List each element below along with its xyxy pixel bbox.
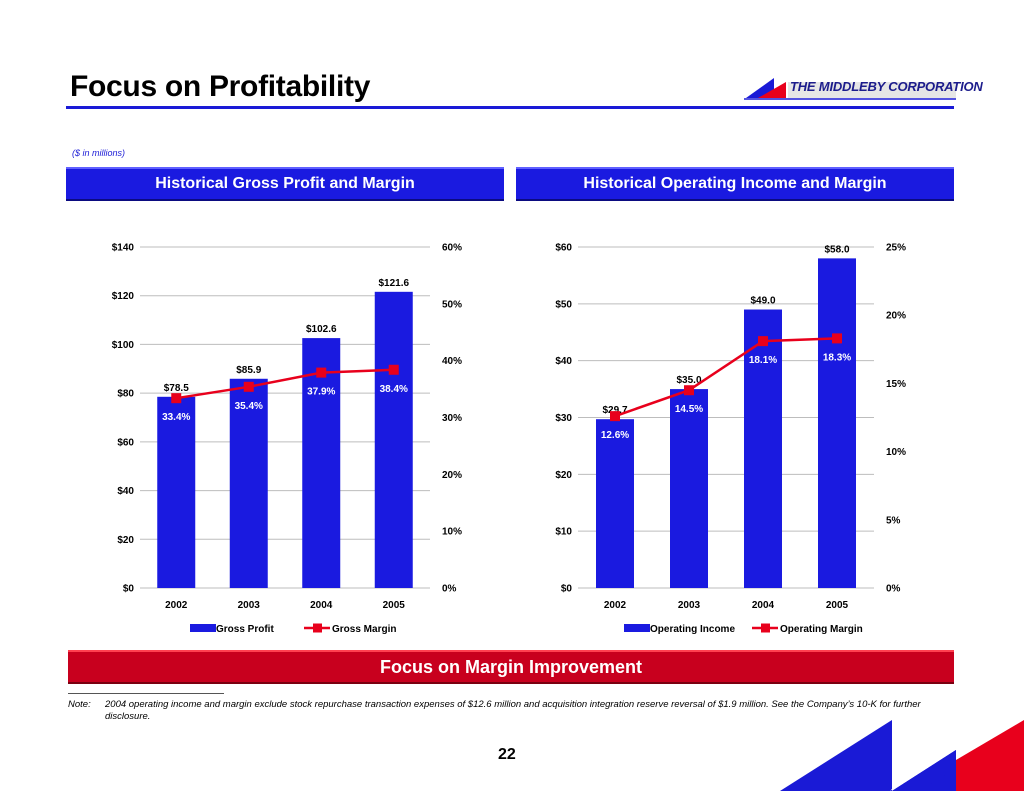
x-tick-label: 2003 (678, 600, 701, 611)
y-left-tick-label: $0 (561, 584, 573, 595)
x-tick-label: 2004 (310, 600, 333, 611)
x-tick-label: 2002 (604, 600, 627, 611)
margin-value-label: 14.5% (675, 404, 703, 415)
margin-marker (388, 364, 399, 375)
x-tick-label: 2005 (826, 600, 849, 611)
corner-decoration (780, 720, 1024, 791)
y-left-tick-label: $40 (117, 486, 134, 497)
bar-value-label: $102.6 (306, 324, 337, 335)
operating-income-chart: $0 $10 $20 $30 $40 $50 $60 0% 5% 10% 15% 20% 25% $29.… (555, 243, 906, 636)
legend-bar-label: Operating Income (650, 624, 735, 635)
margin-improvement-banner: Focus on Margin Improvement (68, 650, 954, 684)
margin-value-label: 18.1% (749, 355, 777, 366)
y-left-tick-label: $60 (117, 437, 134, 448)
bar (374, 291, 413, 588)
bar-value-label: $85.9 (236, 365, 261, 376)
bar (670, 389, 708, 588)
note-text: 2004 operating income and margin exclude… (105, 699, 921, 722)
y-left-tick-label: $20 (555, 470, 572, 481)
margin-marker (758, 336, 768, 347)
bar (596, 419, 634, 588)
margin-value-label: 18.3% (823, 352, 851, 363)
margin-marker (684, 385, 694, 396)
margin-value-label: 35.4% (235, 401, 263, 412)
x-tick-label: 2003 (238, 600, 261, 611)
y-right-tick-label: 40% (442, 356, 462, 367)
y-left-tick-label: $30 (555, 413, 572, 424)
bar-value-label: $121.6 (378, 278, 409, 289)
margin-line (614, 337, 838, 418)
page-title: Focus on Profitability (70, 70, 371, 103)
y-right-tick-label: 5% (886, 515, 901, 526)
legend-bar-swatch (624, 624, 650, 632)
margin-marker (171, 393, 182, 404)
margin-marker (243, 381, 254, 392)
y-left-tick-label: $120 (112, 291, 135, 302)
y-right-tick-label: 20% (886, 311, 906, 322)
bar (229, 378, 268, 588)
y-right-tick-label: 25% (886, 243, 906, 254)
bar-value-label: $49.0 (750, 296, 775, 307)
operating-income-panel-header: Historical Operating Income and Margin (516, 167, 954, 201)
y-right-tick-label: 0% (442, 584, 457, 595)
bar-value-label: $58.0 (824, 244, 849, 255)
bar-value-label: $35.0 (676, 375, 701, 386)
legend-bar-swatch (190, 624, 216, 632)
units-note: ($ in millions) (72, 148, 126, 158)
bar (302, 338, 341, 588)
note-divider (68, 693, 224, 694)
gross-profit-panel-header: Historical Gross Profit and Margin (66, 167, 504, 201)
bar (818, 258, 856, 588)
y-right-tick-label: 20% (442, 470, 462, 481)
margin-marker (832, 333, 842, 344)
legend-bar-label: Gross Profit (216, 624, 274, 635)
y-left-tick-label: $20 (117, 535, 134, 546)
bar (157, 396, 196, 588)
legend-line-label: Operating Margin (780, 624, 863, 635)
x-tick-label: 2004 (752, 600, 775, 611)
margin-value-label: 33.4% (162, 412, 190, 423)
page-number: 22 (498, 746, 516, 763)
x-tick-label: 2002 (165, 600, 188, 611)
title-divider (66, 106, 954, 109)
note-label: Note: (68, 699, 91, 710)
y-left-tick-label: $80 (117, 389, 134, 400)
y-right-tick-label: 0% (886, 584, 901, 595)
y-left-tick-label: $60 (555, 243, 572, 254)
legend-line-label: Gross Margin (332, 624, 396, 635)
y-left-tick-label: $50 (555, 299, 572, 310)
y-left-tick-label: $100 (112, 340, 135, 351)
y-left-tick-label: $10 (555, 527, 572, 538)
y-right-tick-label: 30% (442, 413, 462, 424)
company-logo (744, 78, 956, 100)
x-tick-label: 2005 (383, 600, 406, 611)
margin-marker (610, 411, 620, 422)
y-right-tick-label: 50% (442, 299, 462, 310)
margin-line (176, 368, 394, 400)
y-left-tick-label: $40 (555, 356, 572, 367)
margin-marker (316, 367, 327, 378)
y-left-tick-label: $140 (112, 243, 135, 254)
bar-value-label: $29.7 (602, 405, 627, 416)
y-left-tick-label: $0 (123, 584, 135, 595)
y-right-tick-label: 10% (442, 527, 462, 538)
y-right-tick-label: 10% (886, 447, 906, 458)
legend-line-marker (761, 623, 770, 633)
margin-value-label: 38.4% (380, 384, 408, 395)
gross-profit-chart: $0 $20 $40 $60 $80 $100 $120 $140 0% 10% 20% 30% 40%… (112, 243, 462, 636)
bar (744, 309, 782, 588)
y-right-tick-label: 60% (442, 243, 462, 254)
margin-value-label: 37.9% (307, 387, 335, 398)
y-right-tick-label: 15% (886, 379, 906, 390)
legend-line-marker (313, 623, 322, 633)
logo-text: THE MIDDLEBY CORPORATION (790, 79, 983, 94)
bar-value-label: $78.5 (164, 383, 189, 394)
margin-value-label: 12.6% (601, 430, 629, 441)
